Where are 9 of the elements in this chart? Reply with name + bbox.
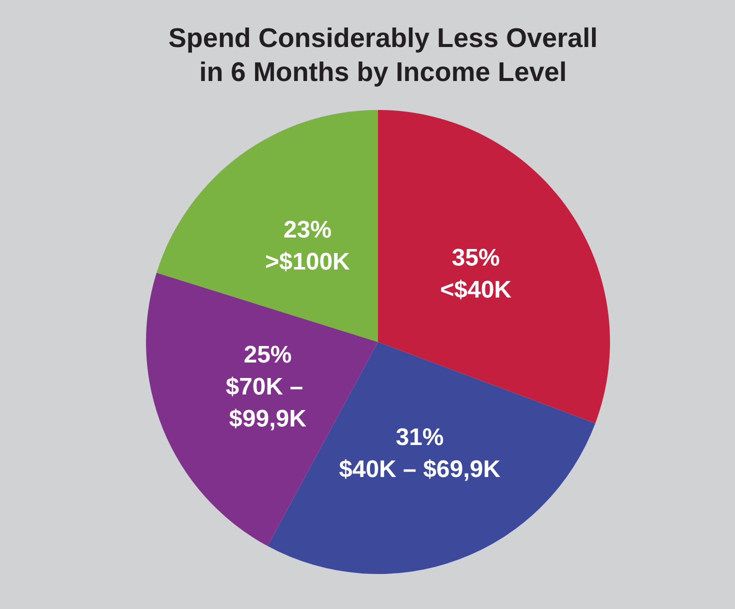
data-label: 31% <box>396 424 444 451</box>
slice-label: >$100K <box>265 248 351 276</box>
data-label: 23% <box>284 216 332 244</box>
data-label: 35% <box>452 244 500 272</box>
data-label: 25% <box>244 341 292 368</box>
slice-label: <$40K <box>440 276 512 304</box>
chart-title: Spend Considerably Less Overall in 6 Months by Income Level <box>168 23 598 87</box>
slice-label: $40K – $69,9K <box>339 456 502 483</box>
slice-label: $70K – $99,9K <box>226 373 310 432</box>
